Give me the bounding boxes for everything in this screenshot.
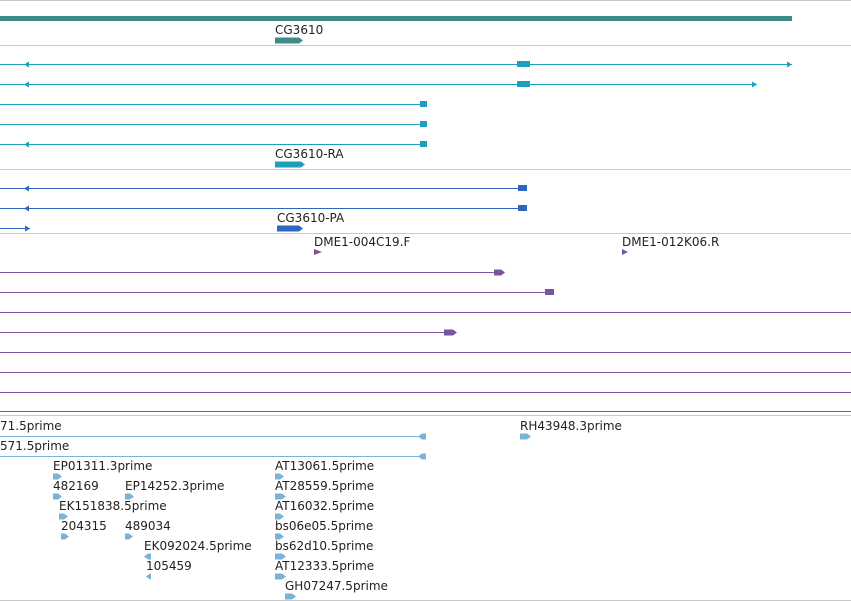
track-separator-top (0, 0, 851, 1)
est-glyph[interactable] (418, 453, 426, 460)
track-separator-protein (0, 233, 851, 234)
est-glyph[interactable] (275, 553, 286, 560)
protein-glyph[interactable] (277, 225, 303, 232)
est-glyph[interactable] (53, 493, 62, 500)
est-label[interactable]: 105459 (146, 559, 192, 573)
est-glyph[interactable] (275, 573, 286, 580)
est-glyph[interactable] (520, 433, 531, 440)
est-label[interactable]: EK151838.5prime (59, 499, 167, 513)
protein-start-arrow[interactable] (24, 205, 29, 212)
clone-label[interactable]: DME1-004C19.F (314, 235, 411, 249)
clone-end-glyph[interactable] (494, 269, 505, 276)
transcript-exon[interactable] (420, 121, 427, 127)
est-label[interactable]: bs06e05.5prime (275, 519, 374, 533)
est-label[interactable]: AT28559.5prime (275, 479, 375, 493)
clone-end-glyph[interactable] (622, 249, 628, 255)
protein-exon[interactable] (518, 205, 527, 211)
transcript-exon[interactable] (517, 61, 530, 67)
clone-end-glyph[interactable] (314, 249, 322, 255)
gene-glyph[interactable] (275, 37, 303, 44)
protein-label[interactable]: CG3610-PA (277, 211, 345, 225)
est-label[interactable]: 571.5prime (0, 439, 70, 453)
est-glyph[interactable] (61, 533, 69, 540)
transcript-label[interactable]: CG3610-RA (275, 147, 344, 161)
est-glyph[interactable] (275, 473, 284, 480)
est-glyph[interactable] (144, 553, 151, 560)
gene-span-bar[interactable] (0, 16, 792, 21)
protein-exon[interactable] (518, 185, 527, 191)
est-label[interactable]: 71.5prime (0, 419, 62, 433)
est-glyph[interactable] (275, 533, 284, 540)
est-glyph[interactable] (125, 533, 133, 540)
est-label[interactable]: 489034 (125, 519, 171, 533)
est-glyph[interactable] (275, 513, 284, 520)
est-label[interactable]: EP01311.3prime (53, 459, 153, 473)
est-glyph[interactable] (418, 433, 426, 440)
protein-start-arrow[interactable] (24, 185, 29, 192)
est-label[interactable]: GH07247.5prime (285, 579, 388, 593)
transcript-start-arrow[interactable] (24, 61, 29, 68)
est-glyph[interactable] (285, 593, 296, 600)
est-glyph[interactable] (146, 573, 151, 580)
est-label[interactable]: AT16032.5prime (275, 499, 375, 513)
track-separator-gene (0, 45, 851, 46)
est-label[interactable]: 482169 (53, 479, 99, 493)
gene-label[interactable]: CG3610 (275, 23, 324, 37)
est-glyph[interactable] (125, 493, 134, 500)
protein-end-arrow[interactable] (25, 225, 30, 232)
clone-label[interactable]: DME1-012K06.R (622, 235, 720, 249)
track-separator-transcript (0, 169, 851, 170)
track-separator-clone (0, 415, 851, 416)
est-label[interactable]: EK092024.5prime (144, 539, 252, 553)
transcript-start-arrow[interactable] (24, 81, 29, 88)
transcript-exon[interactable] (420, 141, 427, 147)
est-label[interactable]: 204315 (61, 519, 107, 533)
est-glyph[interactable] (275, 493, 286, 500)
clone-end-glyph[interactable] (545, 289, 554, 295)
transcript-exon[interactable] (517, 81, 530, 87)
est-label[interactable]: RH43948.3prime (520, 419, 622, 433)
transcript-exon[interactable] (420, 101, 427, 107)
clone-end-glyph[interactable] (444, 329, 457, 336)
est-label[interactable]: AT13061.5prime (275, 459, 375, 473)
transcript-end-arrow[interactable] (787, 61, 792, 68)
transcript-start-arrow[interactable] (24, 141, 29, 148)
est-glyph[interactable] (59, 513, 68, 520)
transcript-glyph[interactable] (275, 161, 305, 168)
est-glyph[interactable] (53, 473, 62, 480)
est-label[interactable]: bs62d10.5prime (275, 539, 374, 553)
est-label[interactable]: EP14252.3prime (125, 479, 225, 493)
transcript-end-arrow[interactable] (752, 81, 757, 88)
est-label[interactable]: AT12333.5prime (275, 559, 375, 573)
